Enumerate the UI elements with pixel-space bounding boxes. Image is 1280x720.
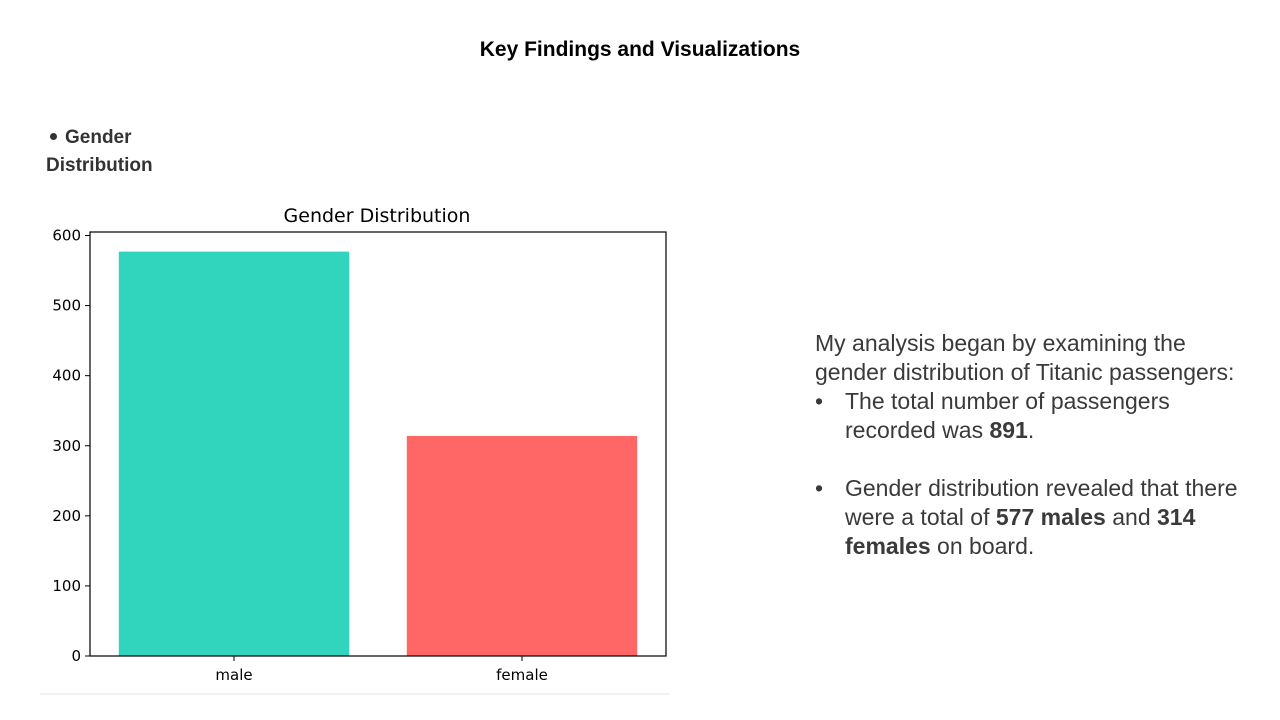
axes-layer: 0 100 200 300 400 500 600 male female: [52, 227, 667, 684]
y-tick-label: 600: [52, 227, 81, 245]
total-suffix: .: [1027, 417, 1035, 443]
section-heading: Gender Distribution: [46, 124, 206, 180]
male-count: 577 males: [995, 504, 1106, 530]
bar-female: [406, 435, 638, 656]
y-tick-label: 400: [52, 367, 81, 385]
y-tick-label: 300: [52, 437, 81, 455]
bars-layer: [118, 251, 638, 656]
intro-text: My analysis began by examining the gende…: [815, 330, 1235, 385]
slide-title: Key Findings and Visualizations: [479, 38, 801, 61]
x-tick-label-male: male: [215, 666, 252, 684]
findings-description: My analysis began by examining the gende…: [815, 329, 1245, 561]
gender-distribution-chart: Gender Distribution 0 100 200 300 400 500 600 m…: [40, 195, 670, 695]
y-tick-label: 200: [52, 507, 81, 525]
section-heading-text: Gender Distribution: [46, 127, 153, 176]
list-item-total-passengers: The total number of passengers recorded …: [815, 387, 1245, 445]
x-tick-label-female: female: [496, 666, 548, 684]
gender-suffix: on board.: [930, 533, 1035, 559]
findings-list: The total number of passengers recorded …: [815, 387, 1245, 561]
plot-frame: [89, 231, 667, 657]
y-tick-label: 500: [52, 297, 81, 315]
bullet-dot-icon: [50, 132, 57, 140]
total-prefix: The total number of passengers recorded …: [845, 388, 1170, 443]
female-count: 314 females: [845, 504, 1196, 559]
gender-prefix: Gender distribution revealed that there …: [845, 475, 1238, 530]
y-tick-label: 100: [52, 577, 81, 595]
list-item-gender-breakdown: Gender distribution revealed that there …: [815, 474, 1245, 561]
chart-svg: Gender Distribution 0 100 200 300 400 500 600 m…: [52, 205, 667, 684]
bar-male: [118, 251, 350, 656]
total-value: 891: [989, 417, 1028, 443]
y-tick-label: 0: [71, 647, 81, 665]
chart-title: Gender Distribution: [284, 205, 471, 227]
gender-middle: and: [1105, 504, 1157, 530]
